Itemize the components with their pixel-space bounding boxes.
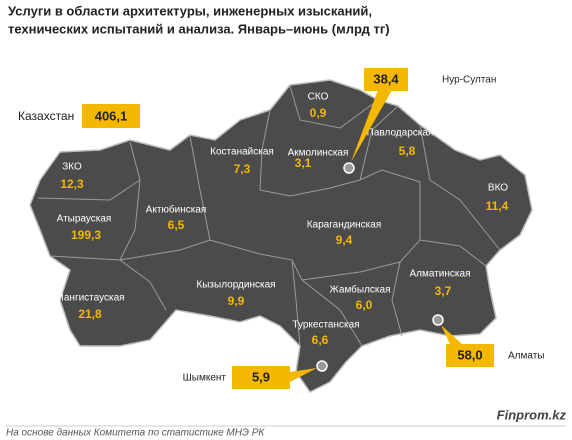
region-value: 9,4	[336, 233, 353, 247]
city-name: Нур-Султан	[442, 75, 496, 86]
region-name: ЗКО	[62, 162, 82, 173]
region-name: Атырауская	[57, 214, 112, 225]
border	[381, 169, 421, 240]
border	[289, 85, 379, 129]
region-value: 5,8	[399, 144, 416, 158]
region-value: 199,3	[71, 228, 101, 242]
border	[359, 105, 399, 181]
city-value: 58,0	[457, 347, 482, 362]
region-value: 21,8	[78, 307, 102, 321]
region-value: 9,9	[228, 294, 245, 308]
region-value: 7,3	[234, 162, 251, 176]
region-name: Алматинская	[410, 269, 471, 280]
city-box	[446, 344, 494, 367]
city-box	[364, 68, 408, 91]
border	[419, 124, 501, 251]
total-box	[82, 104, 140, 128]
brand: Finprom.kz	[497, 407, 567, 422]
city-name: Алматы	[508, 351, 545, 362]
border	[37, 179, 141, 201]
border	[119, 239, 293, 261]
region-value: 6,0	[356, 298, 373, 312]
region-name: Карагандинская	[307, 220, 382, 231]
city-box	[232, 366, 290, 389]
region-name: Акмолинская	[288, 148, 349, 159]
title-line: Услуги в области архитектуры, инженерных…	[8, 3, 372, 18]
region-value: 6,5	[168, 218, 185, 232]
region-name: Актюбинская	[146, 204, 207, 216]
border	[301, 279, 363, 347]
border	[119, 141, 141, 261]
city-dot	[316, 360, 328, 372]
total-label: Казахстан	[18, 109, 74, 123]
border	[49, 255, 167, 311]
region-value: 12,3	[60, 177, 84, 191]
region-value: 11,4	[486, 199, 509, 213]
city-dot	[432, 314, 444, 326]
callout-pointer	[441, 325, 462, 344]
country-map	[29, 79, 533, 393]
callout-pointer	[351, 90, 392, 162]
city-value: 5,9	[252, 369, 270, 384]
border	[189, 135, 211, 241]
region-value: 0,9	[310, 106, 327, 120]
region-name: ВКО	[488, 183, 508, 194]
city-name: Шымкент	[183, 373, 227, 384]
region-name: Павлодарская	[367, 128, 434, 139]
region-value: 3,1	[295, 156, 312, 170]
region-borders	[37, 85, 501, 347]
city-value: 38,4	[373, 71, 399, 86]
source: На основе данных Комитета по статистике …	[6, 428, 265, 439]
region-name: Мангистауская	[55, 293, 124, 304]
region-value: 6,6	[312, 333, 329, 347]
region-value: 3,7	[435, 284, 452, 298]
region-name: Костанайская	[210, 147, 274, 158]
title-line: технических испытаний и анализа. Январь–…	[8, 21, 390, 36]
border	[291, 259, 301, 347]
city-dot	[343, 162, 355, 174]
region-name: Туркестанская	[292, 320, 359, 331]
border	[391, 261, 403, 337]
region-name: Кызылординская	[196, 280, 275, 291]
total-value: 406,1	[95, 108, 128, 123]
region-name: Жамбылская	[330, 284, 391, 296]
region-name: СКО	[308, 92, 329, 103]
callout-pointer	[290, 368, 317, 382]
